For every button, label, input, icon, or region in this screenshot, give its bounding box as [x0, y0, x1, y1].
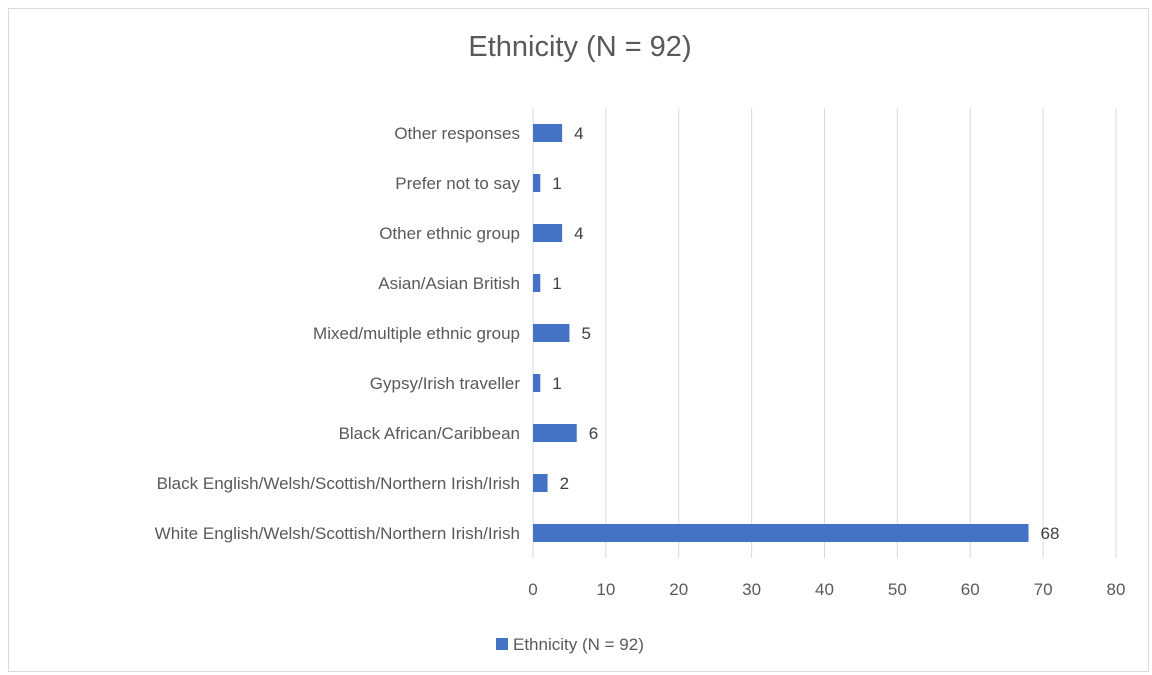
bar: [533, 174, 541, 192]
bar: [533, 524, 1029, 542]
data-label: 4: [574, 224, 583, 243]
category-label: Gypsy/Irish traveller: [370, 374, 521, 393]
bar: [533, 224, 563, 242]
x-tick-label: 10: [596, 580, 615, 599]
bars: [533, 124, 1029, 542]
x-tick-label: 30: [742, 580, 761, 599]
x-tick-label: 50: [888, 580, 907, 599]
category-label: Black English/Welsh/Scottish/Northern Ir…: [157, 474, 520, 493]
data-label: 1: [552, 274, 561, 293]
x-tick-label: 20: [669, 580, 688, 599]
bar: [533, 274, 541, 292]
x-tick-label: 0: [528, 580, 537, 599]
data-label: 68: [1041, 524, 1060, 543]
data-label: 4: [574, 124, 583, 143]
x-tick-label: 40: [815, 580, 834, 599]
data-labels: 68 2 6 1 5 1 4 1 4: [552, 124, 1059, 543]
data-label: 1: [552, 374, 561, 393]
data-label: 6: [589, 424, 598, 443]
category-label: Other ethnic group: [379, 224, 520, 243]
category-label: Other responses: [394, 124, 520, 143]
legend-swatch: [496, 638, 508, 650]
category-label: Prefer not to say: [395, 174, 520, 193]
data-label: 2: [560, 474, 569, 493]
category-label: Black African/Caribbean: [339, 424, 520, 443]
legend: Ethnicity (N = 92): [496, 635, 644, 654]
bar: [533, 374, 541, 392]
data-label: 5: [581, 324, 590, 343]
x-axis-tick-labels: 0 10 20 30 40 50 60 70 80: [528, 580, 1125, 599]
bar: [533, 124, 563, 142]
category-label: White English/Welsh/Scottish/Northern Ir…: [155, 524, 520, 543]
bar: [533, 324, 570, 342]
legend-label: Ethnicity (N = 92): [513, 635, 644, 654]
bar: [533, 424, 577, 442]
x-tick-label: 70: [1034, 580, 1053, 599]
data-label: 1: [552, 174, 561, 193]
chart-frame: [8, 8, 1149, 672]
x-tick-label: 60: [961, 580, 980, 599]
category-label: Asian/Asian British: [378, 274, 520, 293]
gridlines: [532, 108, 1117, 558]
bar: [533, 474, 548, 492]
x-tick-label: 80: [1107, 580, 1126, 599]
category-labels: White English/Welsh/Scottish/Northern Ir…: [155, 124, 521, 543]
category-label: Mixed/multiple ethnic group: [313, 324, 520, 343]
chart-title: Ethnicity (N = 92): [468, 31, 691, 63]
